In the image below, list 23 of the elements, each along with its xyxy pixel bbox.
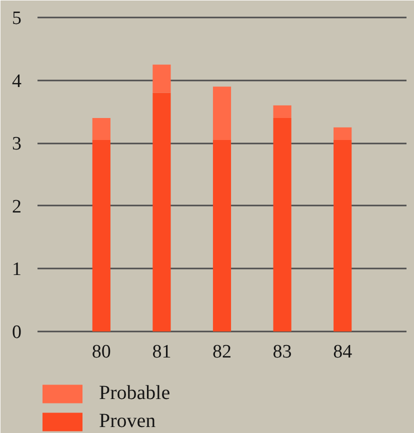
bar	[152, 92, 171, 332]
bar	[273, 105, 292, 118]
x-tick-label: 80	[92, 342, 111, 362]
bar	[92, 118, 110, 140]
bar	[334, 127, 352, 140]
x-tick-label: 83	[272, 342, 292, 362]
x-tick-label: 81	[152, 342, 172, 362]
legend-label: Probable	[99, 382, 170, 405]
x-tick-label: 84	[333, 342, 353, 362]
y-tick-label: 2	[12, 196, 22, 218]
y-tick-label: 3	[12, 134, 22, 155]
y-tick-label: 0	[12, 322, 22, 343]
y-tick-label: 4	[12, 70, 22, 92]
legend-label: Proven	[99, 410, 156, 433]
x-tick-label: 82	[212, 342, 232, 362]
bar	[273, 118, 292, 332]
y-tick-label: 5	[12, 8, 22, 29]
bar	[152, 64, 171, 93]
bar	[334, 140, 352, 332]
bar	[92, 140, 110, 332]
bar	[212, 140, 232, 332]
y-tick-label: 1	[12, 259, 22, 280]
bar	[212, 86, 232, 140]
